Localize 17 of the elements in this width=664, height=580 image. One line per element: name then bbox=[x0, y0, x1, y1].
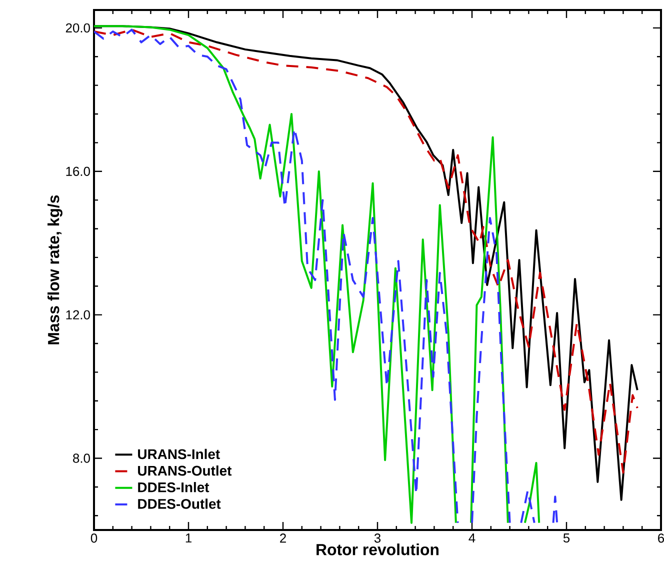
x-tick-label: 2 bbox=[280, 534, 286, 543]
y-tick-label: 20.0 bbox=[66, 23, 90, 33]
y-tick-label: 12.0 bbox=[66, 310, 90, 320]
legend-label: DDES-Inlet bbox=[138, 482, 210, 492]
x-tick-label: 4 bbox=[468, 534, 476, 542]
y-tick-label: 8.0 bbox=[73, 454, 90, 463]
y-axis-title: Mass flow rate, kg/s bbox=[48, 195, 62, 344]
x-tick-label: 5 bbox=[563, 534, 570, 543]
x-tick-label: 6 bbox=[658, 534, 664, 543]
x-tick-label: 1 bbox=[186, 534, 192, 542]
y-tick-label: 16.0 bbox=[66, 166, 90, 176]
legend-label: DDES-Outlet bbox=[138, 498, 221, 509]
x-tick-label: 3 bbox=[374, 534, 381, 543]
x-tick-label: 0 bbox=[90, 534, 98, 543]
legend-label: URANS-Inlet bbox=[138, 448, 220, 460]
x-axis-title: Rotor revolution bbox=[316, 544, 438, 556]
legend-label: URANS-Outlet bbox=[138, 465, 232, 476]
